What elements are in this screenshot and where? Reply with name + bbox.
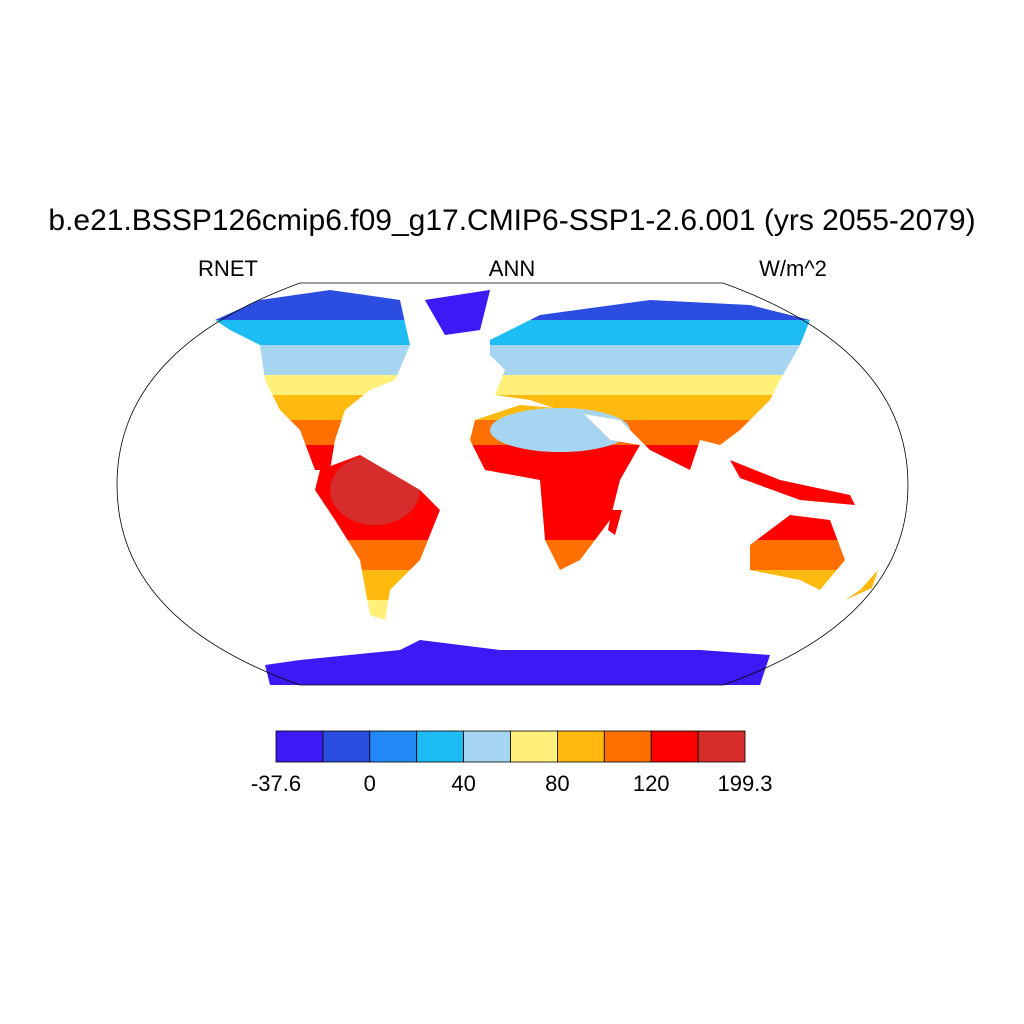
- right-label: W/m^2: [759, 256, 827, 281]
- color-box: [463, 730, 511, 763]
- color-box: [322, 730, 371, 763]
- colorbar-label: 120: [633, 771, 670, 796]
- map-outline: [116, 282, 909, 686]
- color-box: [416, 730, 465, 763]
- title: b.e21.BSSP126cmip6.f09_g17.CMIP6-SSP1-2.…: [48, 204, 975, 237]
- color-box: [650, 730, 699, 763]
- colorbar-label: 40: [451, 771, 475, 796]
- colorbar-label: 199.3: [717, 771, 772, 796]
- color-box: [697, 730, 746, 763]
- center-label: ANN: [489, 256, 535, 281]
- color-box: [603, 730, 652, 763]
- colorbar-label: 80: [545, 771, 569, 796]
- left-label: RNET: [198, 256, 258, 281]
- colorbar: -37.6 0 40 80 120 199.3: [251, 730, 773, 796]
- color-box: [369, 730, 418, 763]
- land-field: [215, 290, 878, 685]
- color-box: [557, 730, 605, 763]
- color-box: [510, 730, 558, 763]
- colorbar-label: 0: [364, 771, 376, 796]
- colorbar-label: -37.6: [251, 771, 301, 796]
- color-box: [275, 730, 324, 763]
